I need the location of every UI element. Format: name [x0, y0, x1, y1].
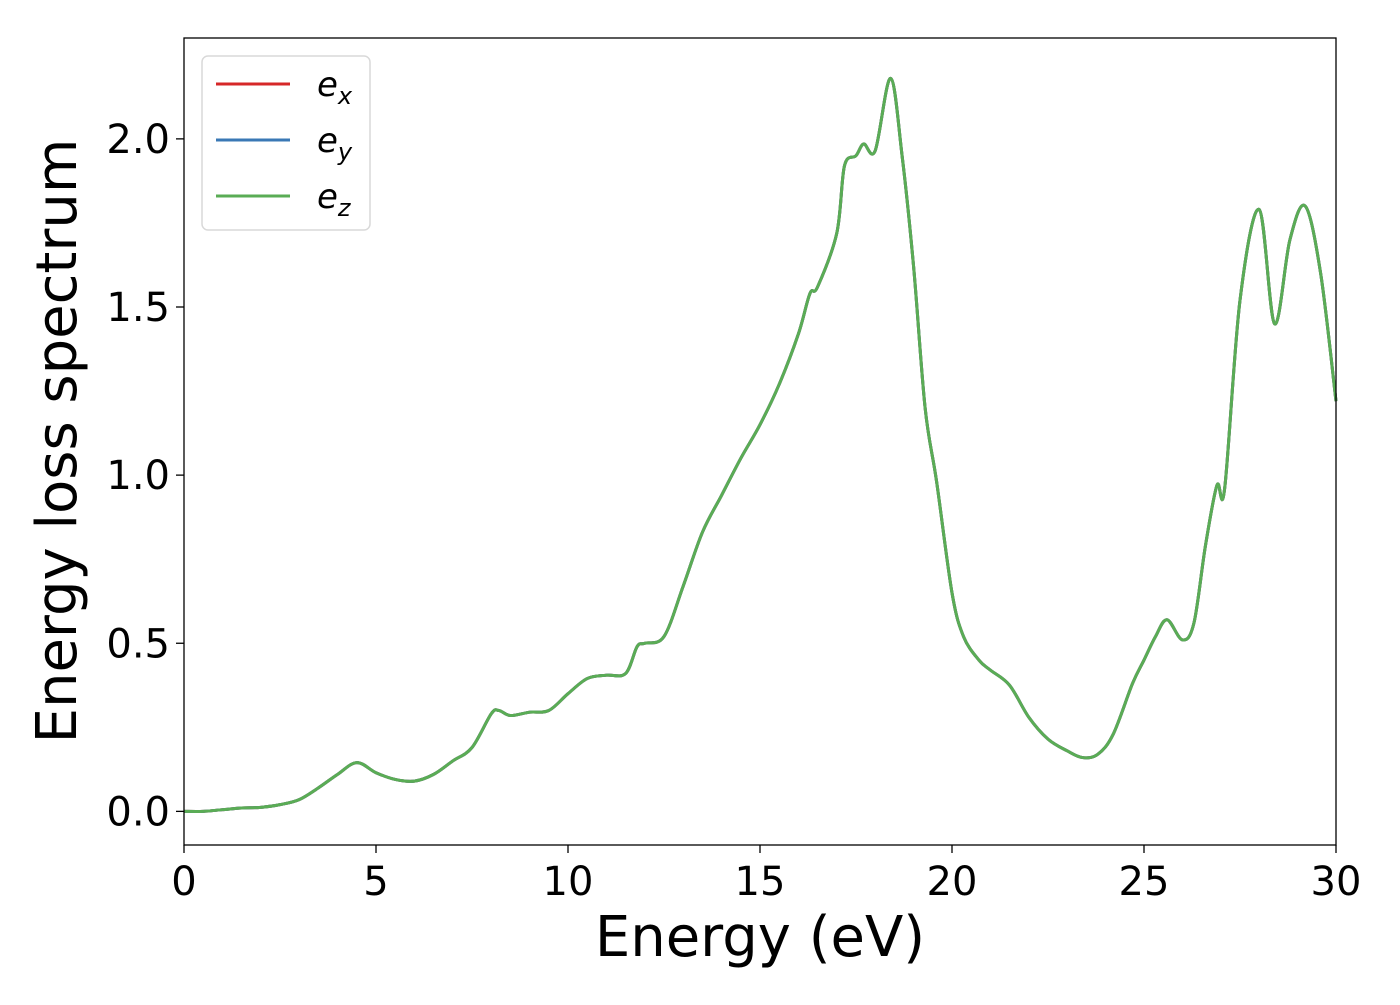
legend-label-e-x: ex — [317, 65, 353, 110]
y-tick-label: 2.0 — [106, 117, 170, 163]
y-axis: 0.0 0.5 1.0 1.5 2.0 — [106, 117, 184, 835]
legend-label-e-z: ez — [317, 177, 352, 222]
y-tick-label: 0.5 — [106, 621, 170, 667]
legend-box — [201, 55, 371, 231]
x-tick-label: 25 — [1119, 859, 1170, 905]
y-axis-title: Energy loss spectrum — [25, 139, 90, 744]
x-tick-label: 30 — [1311, 859, 1362, 905]
x-tick-label: 15 — [735, 859, 786, 905]
y-tick-label: 1.5 — [106, 285, 170, 331]
series-layer — [183, 76, 1338, 813]
y-tick-label: 0.0 — [106, 789, 170, 835]
legend-label-e-y: ey — [317, 121, 353, 166]
plot-background — [184, 38, 1336, 845]
x-tick-label: 10 — [543, 859, 594, 905]
x-axis-title: Energy (eV) — [595, 905, 925, 970]
x-axis: 0 5 10 15 20 25 30 — [171, 845, 1361, 905]
x-tick-label: 0 — [171, 859, 196, 905]
series-line-e-z — [183, 76, 1338, 813]
x-tick-label: 5 — [363, 859, 388, 905]
x-tick-label: 20 — [927, 859, 978, 905]
legend: ex ey ez — [201, 55, 371, 231]
y-tick-label: 1.0 — [106, 453, 170, 499]
